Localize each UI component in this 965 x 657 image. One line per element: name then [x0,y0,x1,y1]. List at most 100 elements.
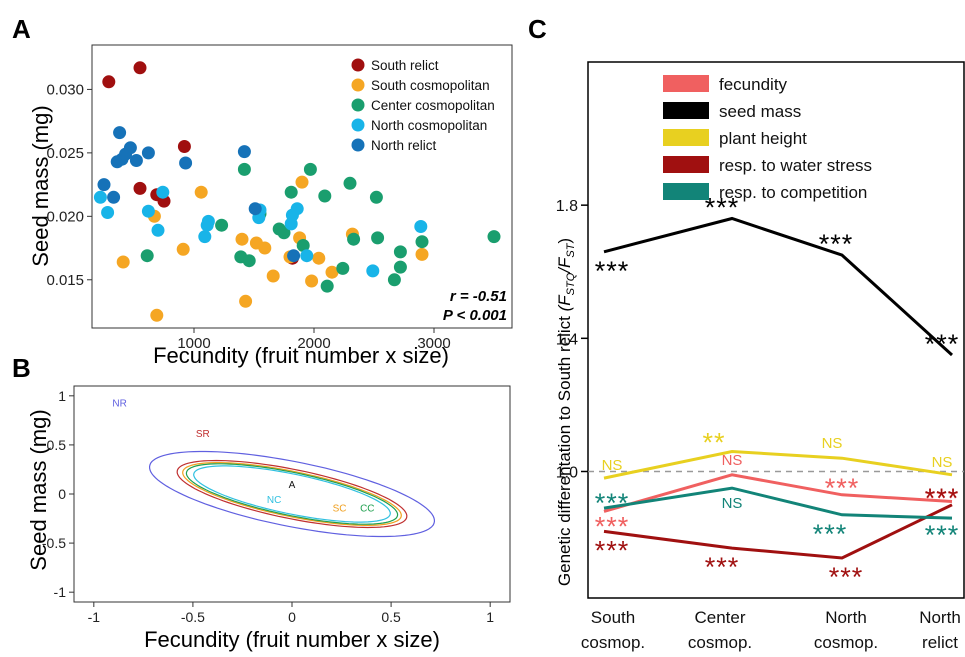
scatter-point-north-relict [287,249,301,263]
scatter-legend-marker [351,98,365,112]
scatter-point-center-cosmopolitan [336,261,350,275]
line-plot-frame [587,61,965,599]
panel-letter-c: C [528,14,547,44]
line-significance-label: *** [829,562,864,592]
line-y-axis-label-sub1: STQ [565,272,577,295]
ellipse-y-axis-label: Seed mass (mg) [26,409,51,570]
scatter-point-center-cosmopolitan [140,249,154,263]
line-legend-label: seed mass [719,102,801,121]
scatter-point-south-relict [102,75,116,89]
scatter-point-north-relict [97,178,111,192]
ellipse-y-tick-label: -1 [54,584,67,600]
scatter-y-tick-label: 0.025 [46,145,84,162]
line-x-category-label: cosmop. [688,633,752,652]
scatter-legend-label: North cosmopolitan [371,118,487,133]
line-significance-label: *** [705,192,740,222]
scatter-legend-marker [351,78,365,92]
line-y-tick-label: 1.0 [556,464,578,481]
ellipse-label-nr: NR [112,399,126,410]
line-legend-label: resp. to competition [719,183,867,202]
line-legend-swatch [663,102,709,119]
ellipse-x-tick-label: 1 [486,609,494,625]
scatter-point-center-cosmopolitan [371,231,385,245]
scatter-y-axis-label: Seed mass (mg) [28,105,53,266]
line-x-category-label: cosmop. [581,633,645,652]
scatter-point-north-cosmopolitan [300,249,314,263]
scatter-point-center-cosmopolitan [318,189,332,203]
scatter-point-center-cosmopolitan [284,185,298,199]
line-y-axis-label-text: Genetic differentation to South relict [555,316,574,586]
line-significance-label: NS [822,435,843,452]
line-significance-label: *** [595,511,630,541]
scatter-point-north-cosmopolitan [93,190,107,204]
line-x-category-label: North [919,608,961,627]
scatter-point-center-cosmopolitan [215,218,229,232]
scatter-point-south-cosmopolitan [194,185,208,199]
scatter-point-north-cosmopolitan [201,214,215,228]
scatter-point-north-relict [237,145,251,159]
ellipse-sr [176,459,408,529]
scatter-point-north-relict [179,156,193,170]
line-significance-label: NS [722,495,743,512]
scatter-point-south-cosmopolitan [116,255,130,269]
scatter-point-south-cosmopolitan [295,175,309,189]
p-value-annotation: P < 0.001 [443,307,507,324]
line-legend-label: resp. to water stress [719,156,872,175]
scatter-point-center-cosmopolitan [393,245,407,259]
line-x-category-label: cosmop. [814,633,878,652]
line-legend-label: plant height [719,129,807,148]
scatter-point-south-cosmopolitan [312,251,326,265]
line-series-fecundity [603,473,953,513]
line-significance-label: *** [813,519,848,549]
line-y-axis-label-sub2: ST [565,242,577,257]
line-significance-label: *** [595,535,630,565]
line-significance-label: *** [925,483,960,513]
scatter-x-axis-label: Fecundity (fruit number x size) [153,343,449,368]
scatter-point-center-cosmopolitan [415,235,429,249]
scatter-point-center-cosmopolitan [277,226,291,240]
ellipse-center-label: A [289,480,296,491]
ellipse-sc [182,462,402,527]
line-legend-swatch [663,75,709,92]
line-significance-label: NS [932,454,953,471]
line-significance-label: *** [925,329,960,359]
ellipse-y-tick-label: 0 [58,486,66,502]
ellipse-panel: Fecundity (fruit number x size) Seed mas… [26,385,511,652]
line-y-axis-label: Genetic differentation to South relict (… [555,238,577,586]
line-significance-label: *** [705,552,740,582]
scatter-legend-marker [351,138,365,152]
line-significance-label: *** [925,483,960,513]
scatter-legend-marker [351,58,365,72]
line-y-axis-label-formula-close: ) [555,238,574,244]
scatter-point-south-relict [133,61,147,75]
scatter-point-north-cosmopolitan [151,223,165,237]
line-significance-label: *** [819,229,854,259]
line-significance-label: NS [602,457,623,474]
scatter-point-north-cosmopolitan [141,204,155,218]
scatter-point-south-cosmopolitan [325,265,339,279]
line-x-category-label: relict [922,633,958,652]
line-legend-swatch [663,156,709,173]
panel-letter-a: A [12,14,31,44]
scatter-point-center-cosmopolitan [320,279,334,293]
scatter-point-south-relict [133,181,147,195]
line-series-plant-height [603,449,953,480]
scatter-point-north-relict [129,154,143,167]
scatter-x-tick-label: 2000 [297,335,330,352]
scatter-legend-label: Center cosmopolitan [371,98,495,113]
scatter-point-north-relict [107,190,121,204]
line-significance-label: *** [925,520,960,550]
line-significance-label: *** [595,256,630,286]
ellipse-label-sc: SC [333,504,347,515]
scatter-point-south-cosmopolitan [176,242,190,256]
line-significance-label: ** [702,428,725,458]
scatter-point-north-relict [248,202,262,216]
scatter-legend-marker [351,118,365,132]
scatter-x-tick-label: 1000 [177,335,210,352]
line-series-seed-mass [603,216,954,357]
scatter-point-south-cosmopolitan [266,269,280,283]
scatter-x-tick-label: 3000 [417,335,450,352]
line-y-axis-label-formula-open: (F [555,294,574,312]
scatter-point-south-cosmopolitan [305,274,319,288]
scatter-legend-label: North relict [371,138,437,153]
